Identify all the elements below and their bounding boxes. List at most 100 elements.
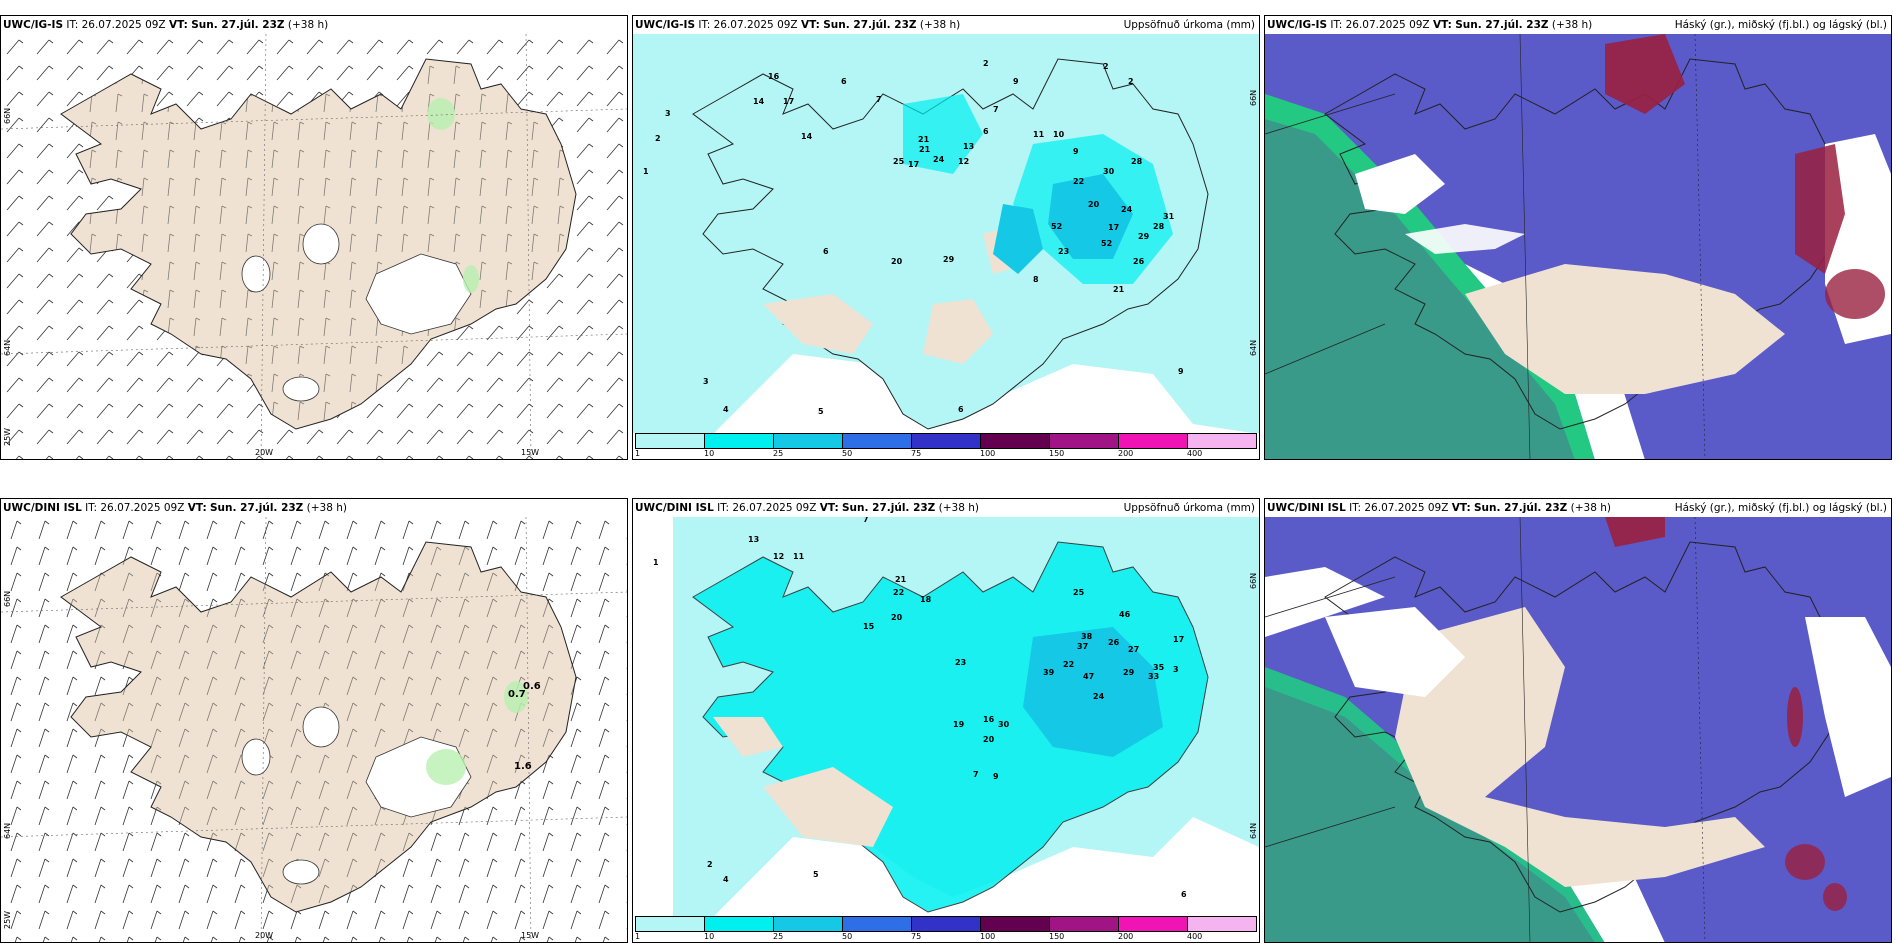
svg-text:24: 24	[1121, 205, 1133, 214]
cloud-map-panel-top: UWC/IG-IS IT: 26.07.2025 09Z VT: Sun. 27…	[1264, 15, 1892, 460]
svg-text:38: 38	[1081, 632, 1093, 641]
vatnajokull	[365, 253, 472, 335]
lat-label-64n: 64N	[1249, 339, 1258, 356]
svg-text:9: 9	[1013, 77, 1019, 86]
wind-value: 1.6	[514, 761, 532, 772]
svg-text:52: 52	[1051, 222, 1062, 231]
svg-text:29: 29	[1123, 668, 1135, 677]
panel-title: Uppsöfnuð úrkoma (mm)	[1123, 19, 1255, 31]
lon-label-20w: 20W	[255, 931, 274, 940]
svg-text:4: 4	[723, 405, 729, 414]
svg-text:4: 4	[723, 875, 729, 884]
svg-text:13: 13	[963, 142, 974, 151]
svg-text:28: 28	[1153, 222, 1165, 231]
svg-text:30: 30	[1103, 167, 1115, 176]
svg-text:5: 5	[818, 407, 824, 416]
svg-text:3: 3	[703, 377, 709, 386]
svg-text:23: 23	[955, 658, 966, 667]
svg-text:14: 14	[801, 132, 813, 141]
svg-text:12: 12	[773, 552, 784, 561]
lat-label-25w: 25W	[3, 427, 12, 446]
svg-text:2: 2	[655, 134, 661, 143]
svg-text:18: 18	[920, 595, 932, 604]
svg-text:9: 9	[1073, 147, 1079, 156]
precip-legend: 1 10 25 50 75 100 150 200 400	[633, 916, 1259, 942]
svg-text:20: 20	[983, 735, 995, 744]
svg-text:1: 1	[653, 558, 659, 567]
svg-text:11: 11	[1033, 130, 1045, 139]
svg-text:46: 46	[1119, 610, 1131, 619]
lon-label-20w: 20W	[255, 448, 274, 457]
svg-text:10: 10	[1053, 130, 1065, 139]
svg-text:21: 21	[919, 145, 931, 154]
lat-label-64n: 64N	[3, 339, 12, 356]
svg-text:21: 21	[895, 575, 907, 584]
svg-text:39: 39	[1043, 668, 1055, 677]
svg-text:12: 12	[958, 157, 969, 166]
panel-header: UWC/DINI ISL IT: 26.07.2025 09Z VT: Sun.…	[635, 502, 980, 514]
svg-text:11: 11	[793, 552, 805, 561]
cloud-map	[1265, 34, 1891, 459]
svg-text:27: 27	[1128, 645, 1139, 654]
panel-header: UWC/IG-IS IT: 26.07.2025 09Z VT: Sun. 27…	[3, 19, 329, 31]
svg-text:26: 26	[1133, 257, 1145, 266]
svg-text:9: 9	[993, 772, 999, 781]
wind-map-panel-top: UWC/IG-IS IT: 26.07.2025 09Z VT: Sun. 27…	[0, 15, 628, 460]
lat-label-66n: 66N	[3, 590, 12, 607]
svg-text:13: 13	[748, 535, 759, 544]
lon-label-15w: 15W	[521, 448, 540, 457]
panel-header: UWC/DINI ISL IT: 26.07.2025 09Z VT: Sun.…	[1267, 502, 1612, 514]
svg-text:2: 2	[983, 59, 989, 68]
cloud-map-panel-bottom: UWC/DINI ISL IT: 26.07.2025 09Z VT: Sun.…	[1264, 498, 1892, 943]
panel-header: UWC/IG-IS IT: 26.07.2025 09Z VT: Sun. 27…	[1267, 19, 1593, 31]
svg-text:2: 2	[707, 860, 713, 869]
glacier	[302, 223, 340, 265]
panel-title: Háský (gr.), miðský (fj.bl.) og lágský (…	[1674, 19, 1887, 31]
svg-text:7: 7	[876, 95, 882, 104]
svg-text:35: 35	[1153, 663, 1165, 672]
svg-text:21: 21	[918, 135, 930, 144]
lat-label-66n: 66N	[1249, 572, 1258, 589]
svg-text:24: 24	[1093, 692, 1105, 701]
svg-text:28: 28	[1131, 157, 1143, 166]
svg-text:33: 33	[1148, 672, 1159, 681]
panel-title: Háský (gr.), miðský (fj.bl.) og lágský (…	[1674, 502, 1887, 514]
svg-text:5: 5	[813, 870, 819, 879]
wind-map: 0.7 0.6 1.6	[1, 517, 627, 942]
svg-text:6: 6	[983, 127, 989, 136]
svg-text:22: 22	[893, 588, 904, 597]
svg-text:25: 25	[893, 157, 905, 166]
wind-map	[1, 34, 627, 459]
cloud-map	[1265, 517, 1891, 942]
svg-text:30: 30	[998, 720, 1010, 729]
svg-text:7: 7	[973, 770, 979, 779]
svg-text:29: 29	[943, 255, 955, 264]
svg-text:17: 17	[1108, 223, 1119, 232]
lon-label-15w: 15W	[521, 931, 540, 940]
svg-text:6: 6	[841, 77, 847, 86]
svg-text:26: 26	[1108, 638, 1120, 647]
svg-text:6: 6	[1181, 890, 1187, 899]
wind-map-panel-bottom: UWC/DINI ISL IT: 26.07.2025 09Z VT: Sun.…	[0, 498, 628, 943]
svg-text:31: 31	[1163, 212, 1175, 221]
svg-text:21: 21	[1113, 285, 1125, 294]
svg-text:2: 2	[1103, 62, 1109, 71]
svg-text:7: 7	[993, 105, 999, 114]
wind-value: 0.6	[523, 681, 541, 692]
lat-label-66n: 66N	[1249, 89, 1258, 106]
svg-text:17: 17	[908, 160, 919, 169]
svg-text:7: 7	[863, 517, 869, 524]
svg-text:22: 22	[1073, 177, 1084, 186]
panel-title: Uppsöfnuð úrkoma (mm)	[1123, 502, 1255, 514]
svg-text:19: 19	[953, 720, 965, 729]
svg-text:37: 37	[1077, 642, 1088, 651]
svg-text:2: 2	[1128, 77, 1134, 86]
svg-text:20: 20	[1088, 200, 1100, 209]
lat-label-25w: 25W	[3, 910, 12, 929]
precip-map-panel-bottom: UWC/DINI ISL IT: 26.07.2025 09Z VT: Sun.…	[632, 498, 1260, 943]
svg-text:20: 20	[891, 613, 903, 622]
glacier	[241, 255, 271, 293]
precip-map-panel-top: UWC/IG-IS IT: 26.07.2025 09Z VT: Sun. 27…	[632, 15, 1260, 460]
lat-label-66n: 66N	[3, 107, 12, 124]
